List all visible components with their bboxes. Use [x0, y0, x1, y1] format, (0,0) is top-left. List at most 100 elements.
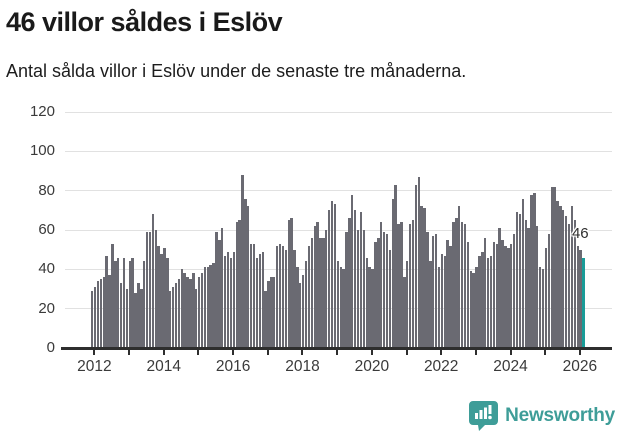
bar: [157, 245, 160, 348]
bar: [374, 241, 377, 348]
y-axis-tick-label: 0: [46, 339, 55, 356]
bar: [206, 267, 209, 348]
bar: [140, 289, 143, 348]
bar: [91, 290, 94, 348]
bar: [434, 233, 438, 348]
bar: [406, 261, 409, 348]
bar: [411, 220, 415, 348]
bar: [556, 200, 559, 348]
bar: [330, 200, 334, 348]
bar: [322, 237, 325, 348]
bar: [226, 251, 230, 348]
bar: [547, 233, 550, 348]
x-axis-tick: [266, 349, 269, 355]
bar: [489, 255, 493, 348]
bar: [119, 283, 123, 348]
bar-chart: 0 20 40 60 80 100 120 2012 2014 2016 2018 2020 2022 2…: [0, 100, 631, 395]
bar: [463, 224, 467, 348]
bar: [458, 206, 461, 348]
bar: [258, 253, 261, 348]
y-axis-tick-label: 120: [29, 103, 55, 120]
x-axis-tick: [128, 349, 131, 355]
bar: [99, 279, 103, 348]
chart-header: 46 villor såldes i Eslöv Antal sålda vil…: [6, 6, 626, 83]
bar: [111, 243, 114, 348]
bar: [486, 257, 490, 348]
page-subtitle: Antal sålda villor i Eslöv under de sena…: [6, 61, 467, 82]
bar: [134, 292, 137, 348]
bar: [553, 186, 556, 348]
x-axis-tick: [544, 349, 547, 355]
bar: [423, 208, 426, 348]
bar: [567, 224, 571, 348]
bar: [105, 255, 108, 348]
bar: [166, 257, 169, 348]
bar: [403, 277, 406, 348]
bar: [102, 277, 105, 348]
bar: [573, 220, 577, 348]
bar: [160, 253, 163, 348]
bar: [472, 273, 475, 348]
x-axis-tick-label: 2022: [423, 358, 459, 375]
bar: [533, 192, 536, 348]
bar: [345, 231, 348, 348]
bar: [518, 214, 522, 348]
bar: [203, 267, 207, 348]
bar: [538, 267, 542, 348]
bar: [377, 237, 380, 348]
bar: [527, 228, 530, 348]
y-axis-tick-label: 80: [38, 181, 55, 199]
bar: [154, 230, 157, 348]
plot-area: 0 20 40 60 80 100 120 2012 2014 2016 2018 2020 2022 2…: [30, 103, 612, 375]
bar: [576, 245, 579, 348]
bar: [264, 290, 267, 348]
bar: [270, 277, 273, 348]
x-axis-tick-label: 2012: [77, 358, 112, 375]
bar: [307, 245, 311, 348]
bar: [169, 290, 172, 348]
bar: [287, 220, 290, 348]
bar: [319, 237, 322, 348]
bar: [247, 206, 250, 348]
bar: [391, 198, 394, 348]
bar: [449, 245, 452, 348]
bar: [570, 206, 574, 348]
newsworthy-brand-text: Newsworthy: [505, 405, 615, 426]
bar: [397, 224, 400, 348]
bar: [223, 255, 227, 348]
x-axis-tick: [578, 349, 581, 355]
x-axis-tick: [405, 349, 408, 355]
bar: [304, 261, 308, 348]
bar: [171, 287, 175, 348]
bar: [310, 237, 314, 348]
x-axis-tick: [474, 349, 477, 355]
bar: [267, 281, 270, 348]
bar: [137, 283, 140, 348]
x-axis: [61, 347, 612, 350]
bar: [313, 226, 316, 348]
y-axis-tick-label: 100: [29, 142, 55, 160]
x-axis-tick-label: 2014: [146, 358, 181, 375]
bar: [504, 245, 507, 348]
bar: [281, 245, 285, 348]
bar: [284, 249, 288, 348]
bar: [122, 257, 126, 348]
bar: [290, 218, 293, 348]
bar: [536, 226, 539, 348]
highlighted-bar: [582, 257, 585, 348]
x-axis-tick-label: 2018: [285, 358, 320, 375]
y-axis-tick-label: 20: [38, 299, 55, 317]
bar: [437, 267, 441, 348]
bar: [512, 233, 516, 348]
bar: [229, 257, 233, 348]
bar: [209, 265, 212, 348]
bar: [414, 184, 418, 348]
x-axis-tick: [162, 349, 165, 355]
bar: [365, 257, 368, 348]
bar: [163, 247, 166, 348]
bar: [148, 231, 152, 348]
bar: [400, 222, 403, 348]
gridline: [65, 150, 612, 152]
bar: [177, 279, 181, 348]
bar: [495, 243, 498, 348]
